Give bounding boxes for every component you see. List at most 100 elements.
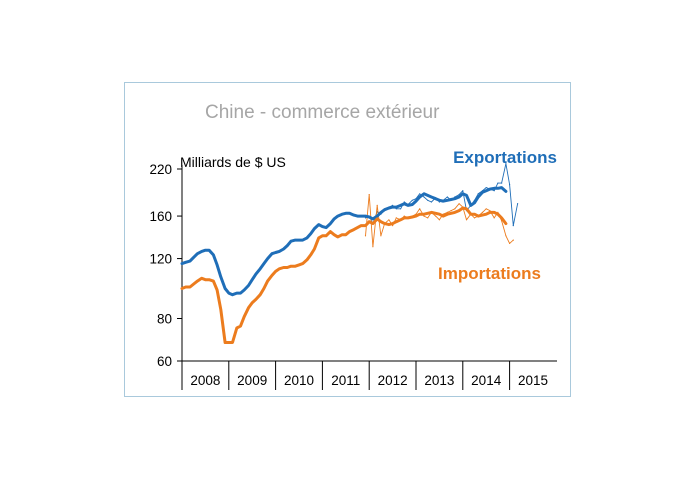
x-tick-label: 2012 [378,373,408,388]
imports-raw-line-point [423,215,425,217]
imports-line-point [465,208,468,210]
series-layer [180,163,519,344]
exports-line-point [236,292,238,294]
exports-line-point [438,199,440,201]
imports-line-point [360,225,362,227]
chart-frame: Chine - commerce extérieur Milliards de … [124,82,571,397]
imports-line-point [333,234,335,236]
exports-line-point [392,206,394,208]
exports-line-point [430,196,432,198]
imports-raw-line-point [368,194,370,196]
imports-line-point [348,231,351,233]
exports-line-point [263,263,265,265]
exports-line-point [419,196,421,198]
exports-line-point [446,199,448,201]
imports-line-point [189,286,191,288]
imports-raw-line-point [419,208,421,210]
exports-line-point [489,188,491,190]
exports-line-point [181,263,183,265]
exports-line-point [400,204,402,206]
imports-line-point [442,215,444,217]
imports-raw-line-point [376,204,378,206]
exports-line-point [454,198,456,200]
imports-line-point [271,274,273,277]
imports-raw-line-point [395,217,397,219]
exports-raw-line-point [505,163,507,165]
exports-line-point [193,256,195,258]
x-tick-label: 2014 [471,373,502,388]
imports-line-point [497,213,499,215]
imports-line-point [302,263,304,265]
exports-line-point [290,240,292,242]
imports-raw-line-point [493,217,495,219]
imports-line-point [356,227,359,229]
imports-line [180,206,508,344]
imports-line-point [278,268,280,270]
y-tick-label: 120 [149,252,172,267]
imports-line-point [259,294,261,296]
imports-line-point [427,212,429,214]
imports-line-point [372,223,374,225]
x-tick-label: 2011 [331,373,360,388]
imports-line-point [290,265,292,267]
imports-line-point [208,279,210,281]
imports-line-point [415,215,417,217]
y-axis-label: Milliards de $ US [180,154,286,170]
imports-line-point [353,229,355,231]
imports-raw-line-point [465,219,468,221]
exports-line-point [473,202,476,204]
x-tick-label: 2013 [424,373,454,388]
exports-line-point [427,194,429,196]
imports-line-point [364,225,367,227]
imports-line-point [286,266,288,269]
imports-line-point [193,283,195,285]
imports-line-point [501,217,503,219]
imports-line-point [411,216,413,218]
imports-line-point [419,213,421,215]
exports-line-point [239,292,242,294]
imports-line-point [325,235,327,237]
imports-line-point [473,213,476,215]
imports-raw-line-point [505,235,507,237]
exports-line-point [201,250,203,252]
y-tick-label: 60 [157,354,172,369]
imports-line-point [481,214,484,216]
imports-line-point [247,307,250,309]
exports-raw-line-point [411,199,413,201]
x-tick-label: 2010 [284,373,314,388]
imports-line-point [458,210,460,212]
exports-line-point [360,215,362,217]
imports-line-point [450,212,452,214]
exports-line-point [302,239,304,241]
imports-line-point [454,211,456,213]
exports-line-point [333,218,335,220]
exports-line-point [465,194,468,196]
imports-line-point [337,236,339,238]
imports-line-point [275,270,277,272]
imports-raw-line-point [392,225,394,227]
imports-line-point [505,223,507,225]
exports-line-point [497,187,499,189]
exports-line-point [435,198,437,200]
imports-raw-line-point [512,239,514,241]
imports-line-point [470,213,472,215]
imports-line-point [220,308,222,311]
imports-line-point [267,280,269,282]
exports-line-point [259,268,261,270]
imports-line-point [435,212,437,214]
exports-line-point [204,249,206,251]
exports-line-point [462,193,464,195]
x-tick-label: 2008 [190,373,220,388]
exports-line-point [185,261,187,263]
exports-line-point [337,215,339,217]
imports-line-point [388,224,390,226]
imports-line-point [181,287,183,290]
imports-line-point [395,221,397,223]
imports-line-point [462,207,464,209]
exports-raw-line-point [423,196,425,198]
exports-line-point [368,216,370,218]
imports-line-point [228,341,230,344]
imports-raw-line-point [380,235,382,237]
exports-line-point [310,233,312,235]
imports-line-point [329,231,331,233]
